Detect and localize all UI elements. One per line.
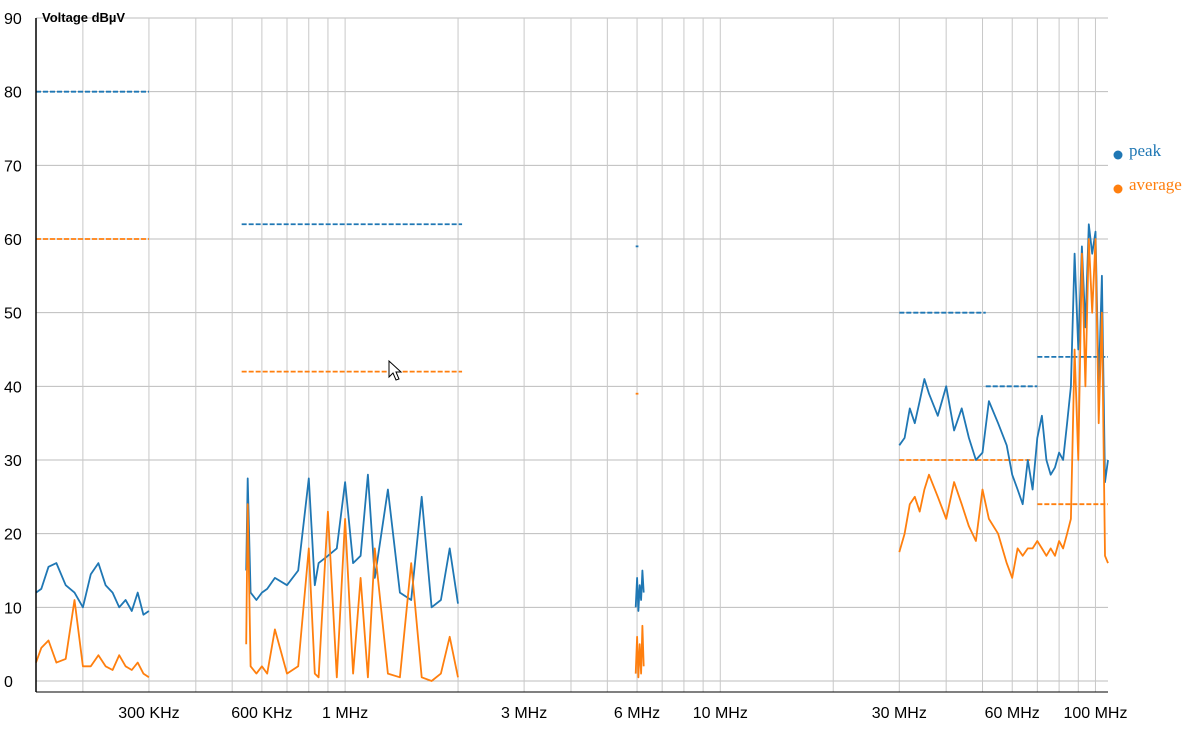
- x-tick-labels: 300 KHz 600 KHz 1 MHz 3 MHz 6 MHz 10 MHz 30 MH…: [118, 705, 1127, 722]
- legend-marker-average[interactable]: [1113, 184, 1123, 194]
- x-tick-label: 3 MHz: [501, 705, 547, 722]
- y-tick-label: 60: [4, 232, 22, 249]
- x-tick-label: 1 MHz: [322, 705, 368, 722]
- y-tick-label: 10: [4, 600, 22, 617]
- peak-trace: [634, 569, 645, 612]
- y-tick-label: 70: [4, 158, 22, 175]
- x-tick-label: 300 KHz: [118, 705, 179, 722]
- traces: [35, 223, 1109, 682]
- peak-trace: [245, 473, 459, 609]
- average-trace: [898, 238, 1109, 579]
- y-tick-label: 80: [4, 85, 22, 102]
- x-tick-label: 6 MHz: [614, 705, 660, 722]
- x-tick-label: 100 MHz: [1063, 705, 1127, 722]
- y-tick-labels: 0 10 20 30 40 50 60 70 80 90: [4, 11, 22, 691]
- mouse-cursor-icon: [388, 359, 403, 381]
- x-tick-label: 600 KHz: [231, 705, 292, 722]
- axes: Voltage dBµV: [35, 10, 1108, 693]
- x-tick-label: 10 MHz: [693, 705, 748, 722]
- y-axis-title: Voltage dBµV: [42, 10, 125, 25]
- average-trace: [634, 624, 645, 679]
- x-tick-label: 60 MHz: [985, 705, 1040, 722]
- y-tick-label: 40: [4, 379, 22, 396]
- peak-trace: [898, 223, 1109, 506]
- y-tick-label: 90: [4, 11, 22, 28]
- average-trace: [35, 599, 150, 679]
- peak-trace: [35, 562, 150, 616]
- limit-lines: [36, 90, 1108, 506]
- grid: [36, 17, 1108, 692]
- legend[interactable]: peak average: [1113, 141, 1182, 194]
- y-tick-label: 50: [4, 306, 22, 323]
- y-tick-label: 20: [4, 527, 22, 544]
- legend-label-peak[interactable]: peak: [1129, 141, 1162, 160]
- legend-label-average[interactable]: average: [1129, 175, 1182, 194]
- y-tick-label: 0: [4, 674, 13, 691]
- y-tick-label: 30: [4, 453, 22, 470]
- average-trace: [245, 503, 459, 682]
- x-tick-label: 30 MHz: [872, 705, 927, 722]
- legend-marker-peak[interactable]: [1113, 150, 1123, 160]
